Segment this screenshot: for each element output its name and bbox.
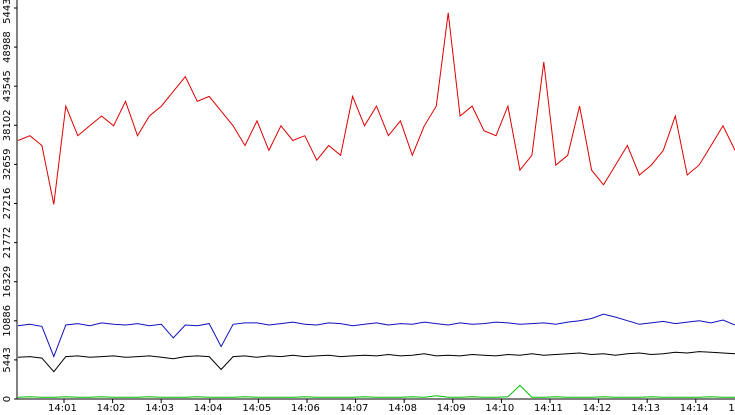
x-tick-label: 14:02 (97, 403, 126, 414)
y-tick-label: 38102 (2, 109, 13, 141)
x-tick-label: 14:14 (680, 403, 709, 414)
y-tick-label: 16329 (2, 266, 13, 298)
x-tick-label: 14:12 (583, 403, 612, 414)
y-tick-label: 0 (2, 396, 13, 402)
y-tick-label: 5443 (2, 347, 13, 372)
y-tick-label: 54432 (2, 0, 13, 24)
series-line (17, 384, 735, 398)
x-tick-label: 14:06 (291, 403, 320, 414)
x-tick-label: 14:11 (534, 403, 563, 414)
y-tick-label: 10886 (2, 305, 13, 337)
x-tick-label: 14:03 (145, 403, 174, 414)
x-tick-label: 14:05 (242, 403, 271, 414)
x-tick-label: 14 (728, 403, 735, 414)
y-tick-label: 21772 (2, 227, 13, 259)
y-tick-label: 48988 (2, 31, 13, 63)
x-tick-label: 14:13 (631, 403, 660, 414)
y-tick-label: 32659 (2, 148, 13, 180)
y-tick-label: 43545 (2, 70, 13, 102)
x-tick-label: 14:07 (340, 403, 369, 414)
series-line (17, 313, 735, 358)
series-line (17, 12, 735, 205)
x-tick-label: 14:04 (194, 403, 223, 414)
x-tick-label: 14:08 (388, 403, 417, 414)
x-tick-label: 14:10 (485, 403, 514, 414)
y-tick-label: 27216 (2, 188, 13, 220)
x-tick-label: 14:09 (437, 403, 466, 414)
series-line (17, 351, 735, 373)
x-tick-label: 14:01 (48, 403, 77, 414)
